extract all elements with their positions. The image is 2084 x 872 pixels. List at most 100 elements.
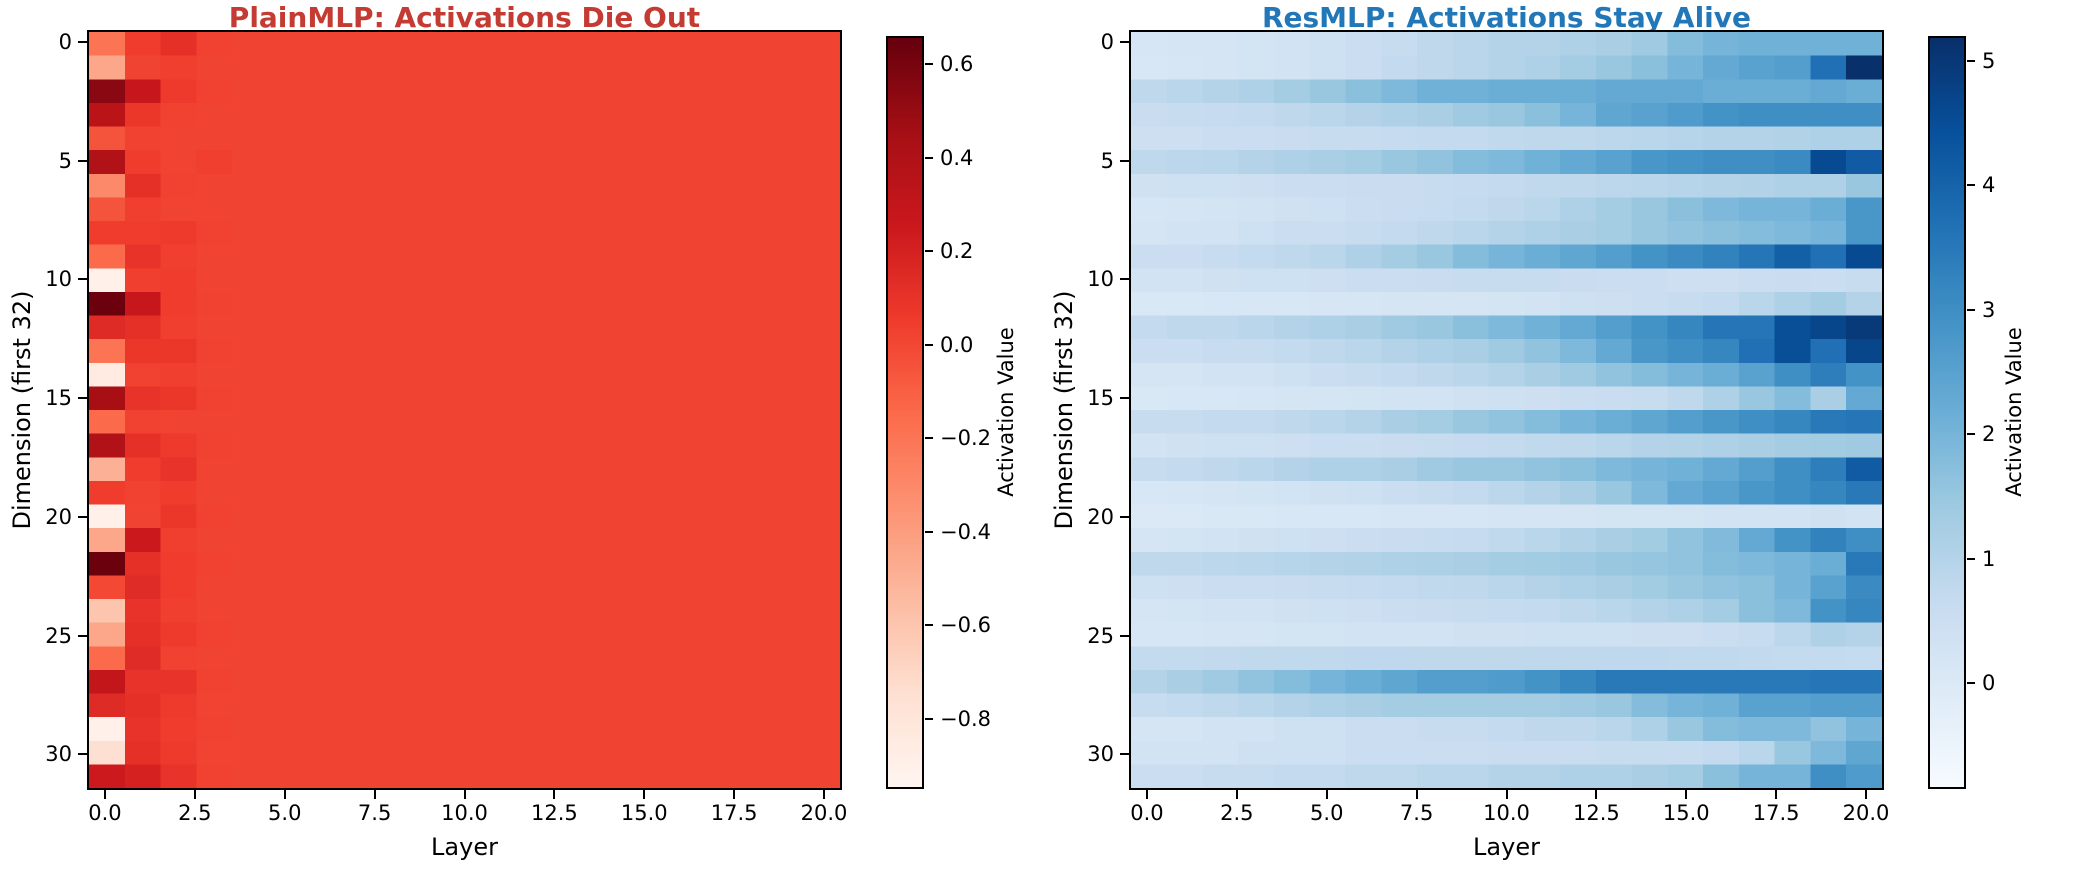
colorbar-tick-label: −0.6 [940, 613, 991, 638]
plot-title-plainmlp: PlainMLP: Activations Die Out [228, 1, 701, 34]
x-tick-mark [823, 790, 826, 799]
x-tick-label: 10.0 [441, 801, 488, 825]
y-tick-mark [1120, 397, 1129, 400]
x-tick-label: 5.0 [268, 801, 302, 825]
y-tick-mark [78, 634, 87, 637]
colorbar-tick-mark [925, 250, 933, 253]
y-tick-label: 25 [1087, 623, 1114, 648]
colorbar-gradient [888, 38, 922, 787]
y-tick-mark [78, 40, 87, 43]
x-tick-mark [1505, 790, 1508, 799]
x-tick-label: 5.0 [1310, 801, 1344, 825]
x-tick-mark [373, 790, 376, 799]
x-tick-label: 2.5 [178, 801, 212, 825]
x-tick-mark [283, 790, 286, 799]
colorbar-tick-mark [1967, 308, 1975, 311]
x-tick-label: 15.0 [1662, 801, 1710, 825]
x-tick-mark [1145, 790, 1148, 799]
colorbar-tick-label: 0.4 [940, 145, 974, 170]
colorbar-tick-label: −0.8 [940, 706, 991, 731]
colorbar-tick-label: 4 [1982, 173, 1996, 198]
colorbar-label: Activation Value [994, 327, 1018, 497]
panel-resmlp: ResMLP: Activations Stay Alive Dimension… [1042, 0, 2084, 872]
colorbar-resmlp [1928, 36, 1966, 789]
y-tick-label: 20 [1087, 504, 1114, 529]
y-tick-mark [1120, 278, 1129, 281]
x-tick-mark [643, 790, 646, 799]
colorbar-tick-mark [925, 156, 933, 159]
heatmap-image-plainmlp [89, 32, 840, 788]
colorbar-tick-label: 0.2 [940, 239, 974, 264]
y-tick-mark [78, 753, 87, 756]
y-tick-mark [1120, 159, 1129, 162]
x-tick-label: 10.0 [1483, 801, 1530, 825]
colorbar-tick-label: 2 [1982, 422, 1996, 447]
heatmap-plainmlp [87, 30, 842, 790]
heatmap-image-resmlp [1131, 32, 1882, 788]
colorbar-tick-mark [1967, 184, 1975, 187]
heatmap-resmlp [1129, 30, 1884, 790]
y-tick-label: 15 [45, 386, 72, 411]
y-tick-mark [1120, 515, 1129, 518]
x-tick-mark [103, 790, 106, 799]
y-tick-label: 30 [1087, 742, 1114, 767]
x-tick-label: 12.5 [1572, 801, 1620, 825]
y-tick-label: 30 [45, 742, 72, 767]
colorbar-tick-label: −0.4 [940, 519, 991, 544]
colorbar-tick-mark [1967, 433, 1975, 436]
x-tick-mark [1775, 790, 1778, 799]
x-tick-mark [1415, 790, 1418, 799]
colorbar-tick-label: −0.2 [940, 426, 991, 451]
x-tick-label: 7.5 [357, 801, 392, 825]
y-tick-label: 5 [1100, 148, 1114, 173]
x-tick-label: 17.5 [1752, 801, 1800, 825]
y-tick-label: 5 [58, 148, 72, 173]
y-tick-label: 15 [1087, 386, 1114, 411]
x-tick-mark [1865, 790, 1868, 799]
colorbar-tick-mark [925, 530, 933, 533]
x-tick-label: 17.5 [710, 801, 758, 825]
y-tick-label: 10 [1087, 267, 1114, 292]
colorbar-plainmlp [886, 36, 924, 789]
colorbar-tick-label: 3 [1982, 297, 1996, 322]
colorbar-tick-label: 0 [1982, 671, 1996, 696]
colorbar-tick-mark [1967, 682, 1975, 685]
y-tick-mark [1120, 40, 1129, 43]
colorbar-tick-mark [925, 63, 933, 66]
y-tick-mark [1120, 634, 1129, 637]
x-tick-label: 20.0 [800, 801, 848, 825]
y-tick-label: 20 [45, 504, 72, 529]
x-tick-mark [1595, 790, 1598, 799]
panel-plainmlp: PlainMLP: Activations Die Out Dimension … [8, 1, 1018, 861]
y-tick-mark [78, 159, 87, 162]
colorbar-tick-mark [1967, 557, 1975, 560]
y-tick-mark [78, 515, 87, 518]
y-tick-label: 25 [45, 623, 72, 648]
colorbar-tick-mark [1967, 59, 1975, 62]
colorbar-tick-mark [925, 624, 933, 627]
x-tick-mark [193, 790, 196, 799]
colorbar-tick-label: 0.0 [940, 332, 974, 357]
x-tick-mark [1685, 790, 1688, 799]
colorbar-tick-mark [925, 717, 933, 720]
colorbar-tick-label: 5 [1982, 48, 1996, 73]
x-tick-label: 15.0 [620, 801, 668, 825]
x-tick-mark [1235, 790, 1238, 799]
colorbar-tick-mark [925, 437, 933, 440]
x-axis-label: Layer [431, 833, 498, 861]
colorbar-tick-label: 0.6 [940, 52, 974, 77]
x-tick-label: 0.0 [88, 801, 122, 825]
x-tick-label: 2.5 [1220, 801, 1254, 825]
colorbar-label: Activation Value [2002, 327, 2026, 497]
x-tick-mark [553, 790, 556, 799]
y-tick-label: 0 [1100, 29, 1114, 54]
x-axis-label: Layer [1473, 833, 1540, 861]
x-tick-mark [463, 790, 466, 799]
x-tick-label: 7.5 [1399, 801, 1434, 825]
colorbar-tick-mark [925, 343, 933, 346]
x-tick-label: 20.0 [1842, 801, 1890, 825]
x-tick-label: 0.0 [1130, 801, 1164, 825]
y-tick-mark [1120, 753, 1129, 756]
x-tick-mark [1325, 790, 1328, 799]
